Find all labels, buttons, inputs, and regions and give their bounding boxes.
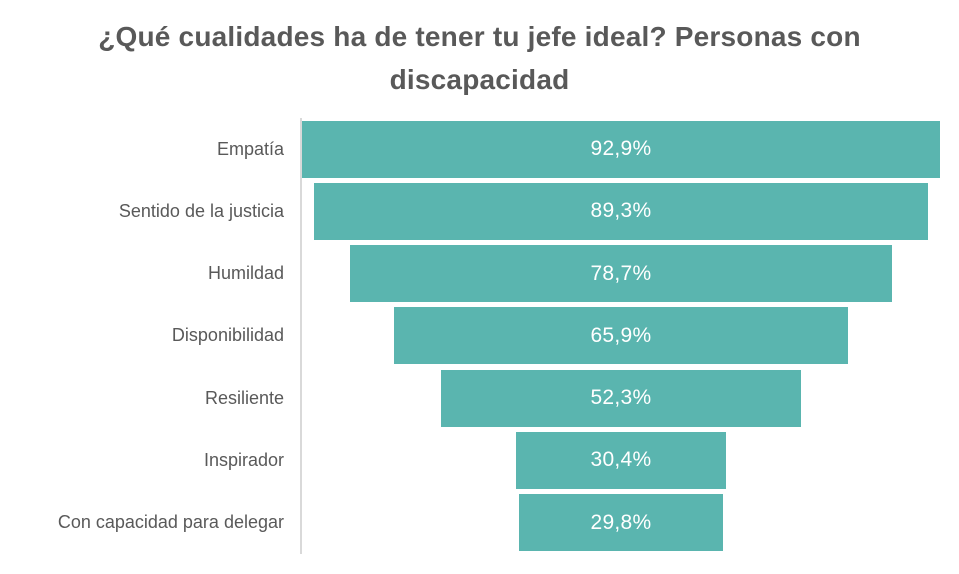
chart-row: Disponibilidad 65,9% (0, 305, 959, 367)
chart-row: Inspirador 30,4% (0, 429, 959, 491)
funnel-bar: 89,3% (313, 182, 929, 240)
category-label: Disponibilidad (171, 325, 284, 346)
funnel-bar: 92,9% (301, 120, 941, 178)
value-label: 29,8% (590, 510, 652, 534)
chart-row: Humildad 78,7% (0, 243, 959, 305)
plot-column: 29,8% (301, 492, 959, 554)
plot-column: 65,9% (301, 305, 959, 367)
category-label: Resiliente (204, 387, 284, 408)
funnel-bar: 29,8% (518, 494, 724, 552)
plot-area: Empatía 92,9% Sentido de la justicia 89,3% H… (0, 118, 959, 554)
value-label: 92,9% (590, 137, 652, 161)
funnel-bar: 52,3% (441, 369, 801, 427)
plot-column: 78,7% (301, 243, 959, 305)
funnel-bar: 30,4% (516, 431, 726, 489)
plot-column: 89,3% (301, 180, 959, 242)
value-label: 65,9% (590, 323, 652, 347)
plot-column: 30,4% (301, 429, 959, 491)
funnel-bar: 78,7% (350, 245, 892, 303)
vertical-axis-line (300, 118, 302, 554)
chart-title: ¿Qué cualidades ha de tener tu jefe idea… (98, 21, 861, 95)
category-label: Sentido de la justicia (118, 200, 284, 221)
category-label: Inspirador (203, 449, 284, 470)
chart-row: Resiliente 52,3% (0, 367, 959, 429)
category-label: Con capacidad para delegar (57, 512, 284, 533)
chart-row: Empatía 92,9% (0, 118, 959, 180)
value-label: 78,7% (590, 261, 652, 285)
plot-column: 92,9% (301, 118, 959, 180)
category-label: Empatía (216, 138, 284, 159)
value-label: 52,3% (590, 386, 652, 410)
category-label: Humildad (207, 263, 284, 284)
plot-column: 52,3% (301, 367, 959, 429)
funnel-bar: 65,9% (394, 307, 848, 365)
chart-row: Con capacidad para delegar 29,8% (0, 492, 959, 554)
value-label: 30,4% (590, 448, 652, 472)
chart-row: Sentido de la justicia 89,3% (0, 180, 959, 242)
value-label: 89,3% (590, 199, 652, 223)
